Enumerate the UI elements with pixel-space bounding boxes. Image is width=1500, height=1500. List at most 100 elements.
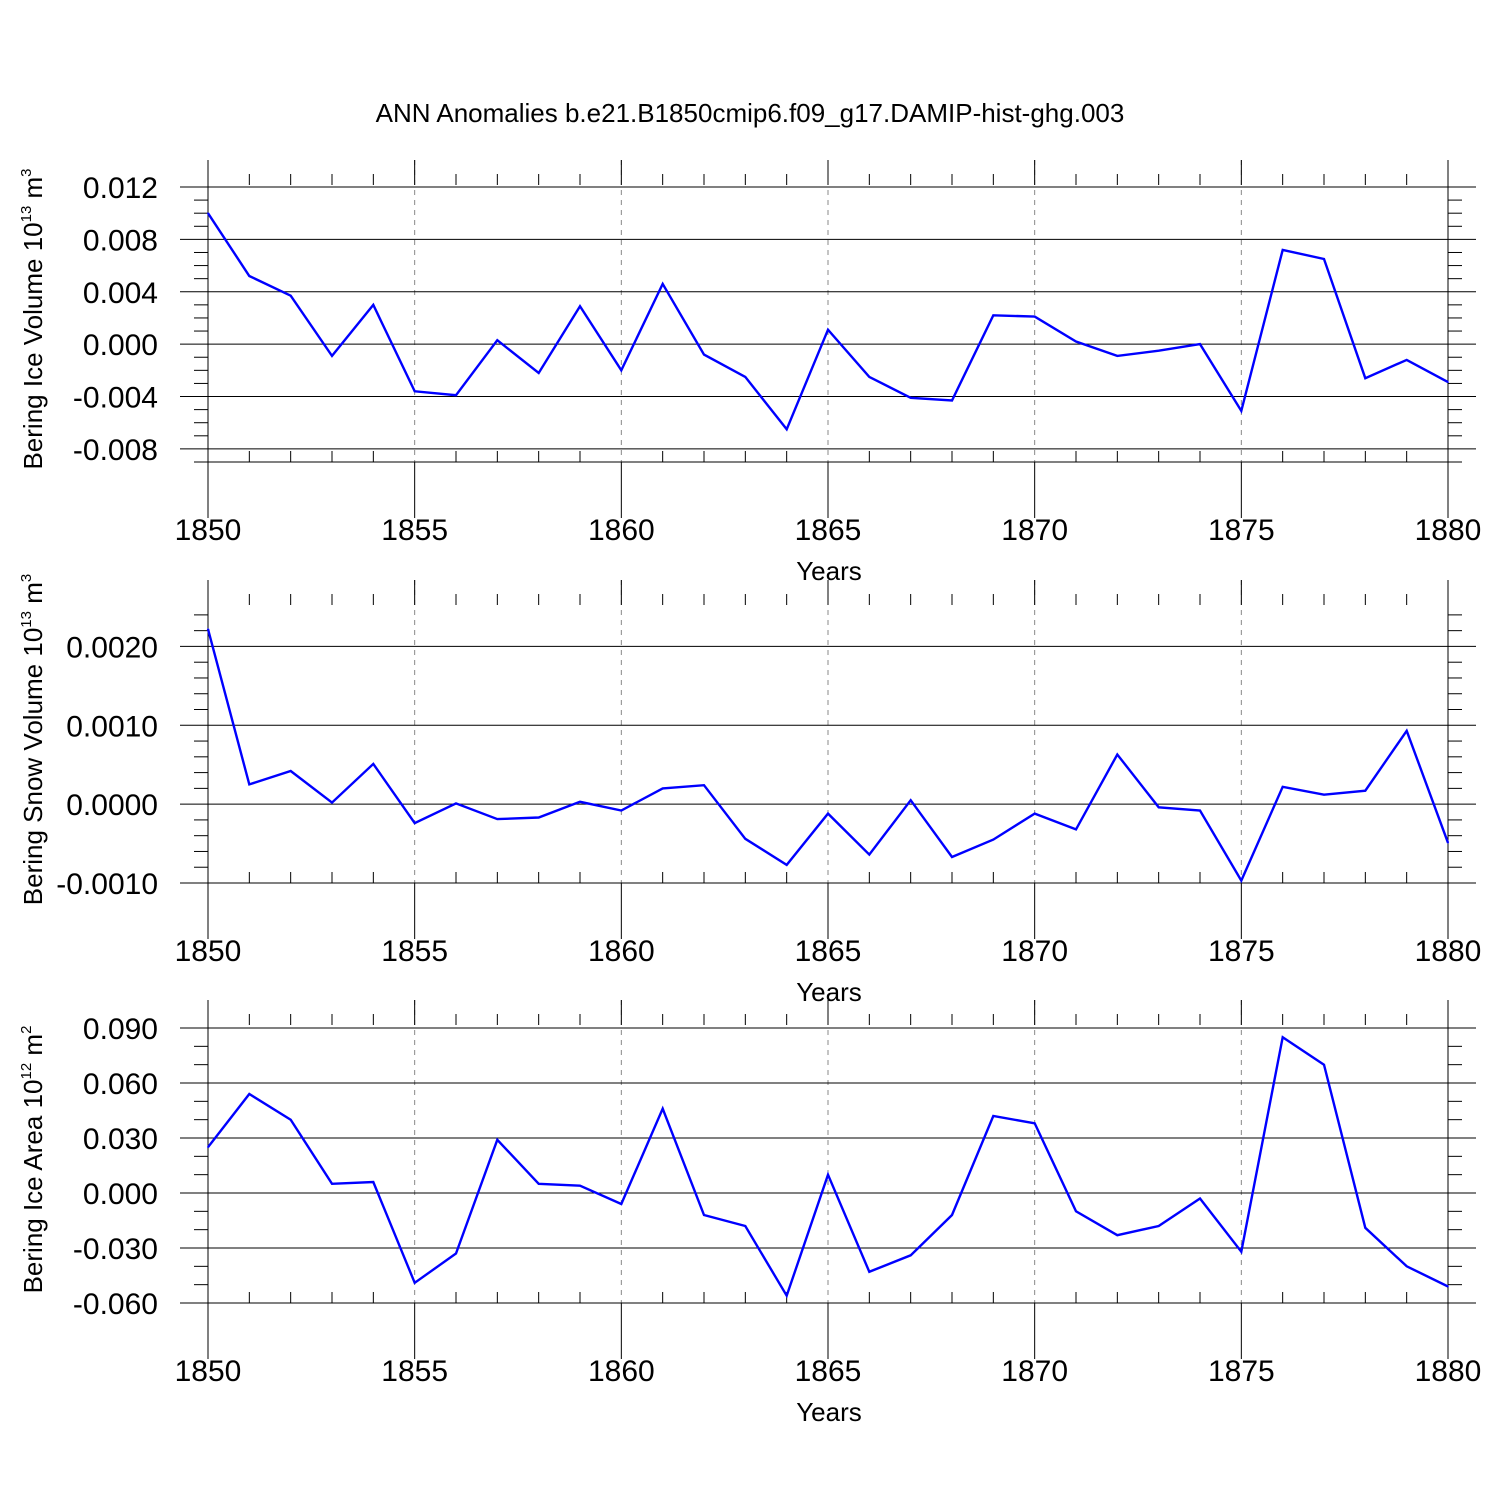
- y-tick-label: 0.0000: [66, 789, 158, 822]
- data-point: [827, 1173, 829, 1176]
- data-point: [455, 802, 457, 805]
- data-point: [1323, 258, 1325, 260]
- data-point: [1157, 349, 1160, 352]
- y-tick-label: -0.030: [73, 1233, 158, 1266]
- data-point: [496, 818, 499, 820]
- y-tick-label: -0.060: [73, 1288, 158, 1321]
- data-point: [868, 853, 871, 856]
- data-point: [537, 816, 540, 819]
- data-point: [1075, 340, 1077, 343]
- x-tick-label: 1855: [381, 935, 448, 968]
- x-tick-label: 1870: [1001, 935, 1068, 968]
- x-tick-label: 1875: [1208, 514, 1275, 547]
- x-tick-label: 1855: [381, 1355, 448, 1388]
- y-axis-title: Bering Ice Volume 1013 m3: [18, 168, 48, 469]
- data-point: [455, 1252, 457, 1255]
- y-tick-label: -0.004: [73, 382, 158, 415]
- x-tick-label: 1870: [1001, 514, 1068, 547]
- panel-2: 0.0020 0.0010 0.0000 -0.0010 1850 1855 1860 186…: [18, 574, 1481, 1007]
- data-point: [620, 1203, 623, 1205]
- data-point: [620, 369, 623, 372]
- data-point: [372, 304, 375, 306]
- data-point: [1157, 806, 1160, 809]
- data-point: [455, 394, 457, 397]
- x-tick-label: 1875: [1208, 935, 1275, 968]
- data-point: [992, 1115, 995, 1117]
- data-point: [207, 212, 209, 214]
- y-axis-title: Bering Snow Volume 1013 m3: [18, 574, 48, 905]
- data-point: [579, 305, 581, 307]
- x-tick-label: 1880: [1415, 1355, 1482, 1388]
- y-tick-label: 0.000: [83, 1178, 158, 1211]
- data-point: [248, 783, 251, 786]
- data-point: [1364, 789, 1367, 792]
- data-point: [207, 628, 209, 630]
- data-point: [1199, 1197, 1201, 1200]
- data-point: [207, 1146, 209, 1148]
- x-axis-title: Years: [796, 1397, 862, 1427]
- data-point: [1281, 1036, 1284, 1038]
- panel-1: 0.012 0.008 0.004 0.000 -0.004 -0.008 1850 1855…: [18, 160, 1481, 586]
- y-axis-title: Bering Ice Area 1012 m2: [18, 1026, 48, 1294]
- data-point: [372, 1181, 375, 1183]
- data-point: [331, 801, 333, 804]
- x-axis-title: Years: [796, 556, 862, 586]
- data-point: [992, 314, 995, 317]
- data-point: [1033, 812, 1036, 815]
- data-point: [909, 1254, 912, 1257]
- data-point: [413, 390, 416, 393]
- y-tick-label: 0.0010: [66, 710, 158, 743]
- data-point: [868, 1271, 871, 1273]
- data-point: [661, 283, 664, 285]
- data-point: [1323, 793, 1325, 796]
- data-point: [289, 1118, 292, 1121]
- data-point: [1240, 1250, 1243, 1253]
- data-point: [372, 763, 375, 765]
- data-point: [1199, 343, 1201, 345]
- panels: 0.012 0.008 0.004 0.000 -0.004 -0.008 1850 1855…: [18, 160, 1481, 1427]
- data-point: [1075, 1210, 1077, 1213]
- data-point: [1033, 315, 1036, 318]
- data-point: [1364, 1227, 1367, 1229]
- data-point: [992, 838, 995, 841]
- data-point: [744, 1225, 747, 1227]
- data-point: [868, 376, 871, 378]
- data-point: [661, 787, 664, 790]
- data-point: [951, 856, 953, 858]
- data-point: [1281, 785, 1284, 788]
- x-tick-label: 1860: [588, 1355, 655, 1388]
- data-point: [1240, 879, 1243, 882]
- data-point: [413, 822, 416, 824]
- panel-3: 0.090 0.060 0.030 0.000 -0.030 -0.060 1850 1855…: [18, 1000, 1481, 1427]
- data-point: [1157, 1225, 1160, 1227]
- data-point: [289, 294, 292, 297]
- data-point: [496, 1139, 499, 1141]
- x-tick-label: 1865: [795, 514, 862, 547]
- data-point: [289, 770, 292, 772]
- data-point: [703, 353, 705, 356]
- x-tick-label: 1865: [795, 935, 862, 968]
- x-tick-label: 1875: [1208, 1355, 1275, 1388]
- y-tick-label: 0.008: [83, 224, 158, 257]
- y-tick-label: 0.012: [83, 172, 158, 205]
- y-tick-label: 0.030: [83, 1123, 158, 1156]
- x-tick-label: 1850: [175, 514, 242, 547]
- x-tick-label: 1880: [1415, 514, 1482, 547]
- data-point: [331, 1183, 333, 1185]
- data-point: [827, 812, 829, 815]
- data-point: [661, 1107, 664, 1110]
- x-tick-label: 1855: [381, 514, 448, 547]
- data-point: [744, 376, 747, 378]
- data-point: [744, 838, 747, 840]
- x-tick-label: 1850: [175, 1355, 242, 1388]
- data-point: [827, 328, 829, 331]
- data-point: [1405, 730, 1408, 732]
- y-tick-label: 0.004: [83, 277, 158, 310]
- data-point: [1116, 753, 1119, 756]
- data-point: [909, 799, 912, 801]
- y-tick-label: 0.0020: [66, 631, 158, 664]
- x-tick-label: 1860: [588, 514, 655, 547]
- x-tick-label: 1880: [1415, 935, 1482, 968]
- data-point: [1405, 359, 1408, 361]
- y-tick-label: 0.090: [83, 1013, 158, 1046]
